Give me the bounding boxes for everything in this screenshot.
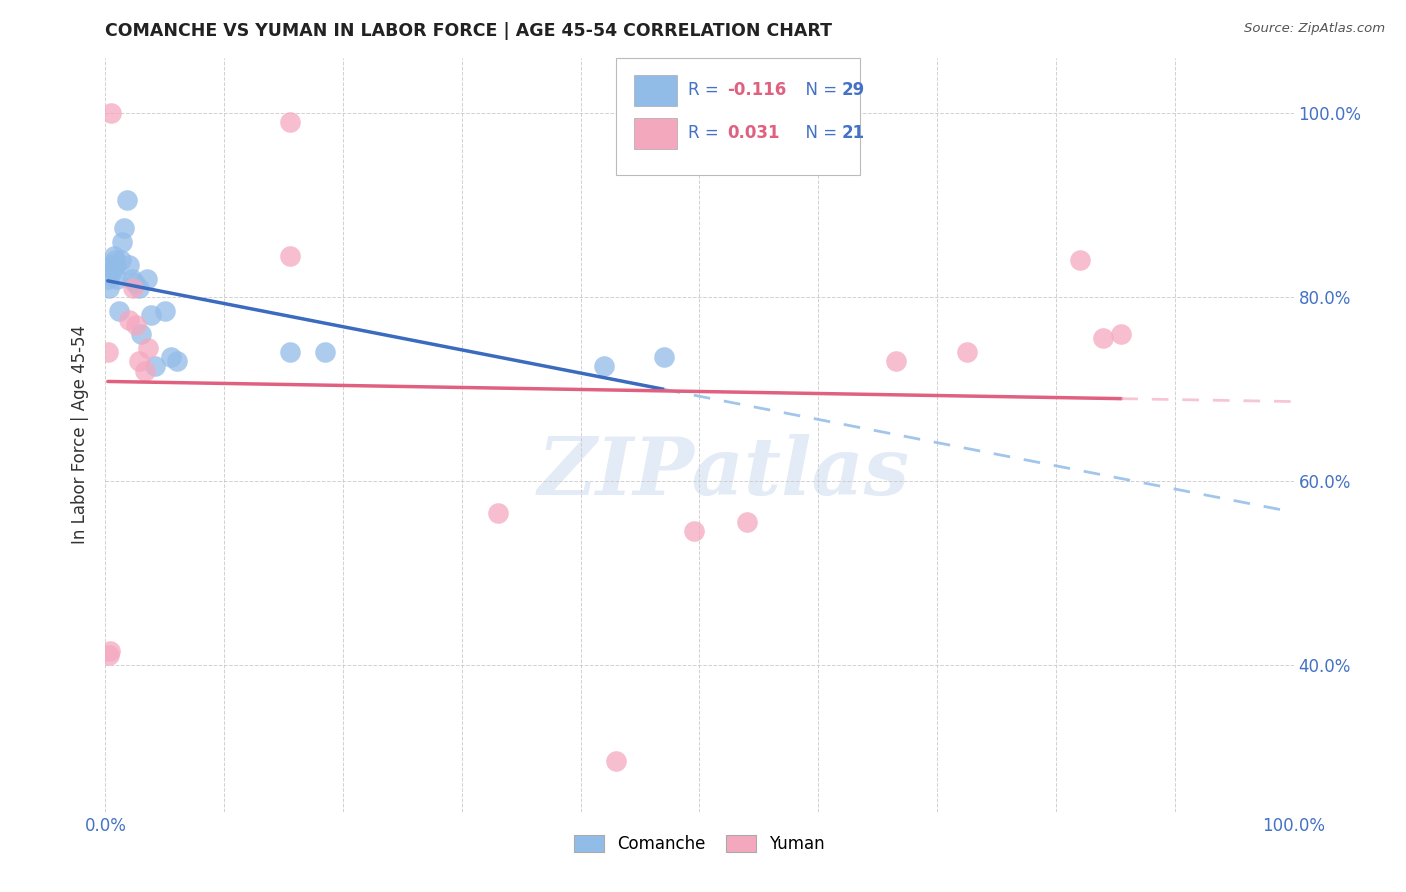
Point bbox=[97, 345, 120, 359]
Point bbox=[105, 258, 128, 272]
Point bbox=[125, 318, 148, 332]
Point bbox=[111, 235, 134, 249]
Point bbox=[128, 281, 150, 295]
Point bbox=[278, 249, 301, 263]
Point bbox=[100, 267, 122, 281]
Point bbox=[143, 359, 166, 373]
Text: Source: ZipAtlas.com: Source: ZipAtlas.com bbox=[1244, 22, 1385, 36]
Point bbox=[486, 506, 509, 520]
Point bbox=[153, 303, 176, 318]
Text: COMANCHE VS YUMAN IN LABOR FORCE | AGE 45-54 CORRELATION CHART: COMANCHE VS YUMAN IN LABOR FORCE | AGE 4… bbox=[105, 22, 832, 40]
Point bbox=[98, 648, 121, 663]
Text: 29: 29 bbox=[842, 81, 865, 99]
Point bbox=[107, 303, 129, 318]
Point bbox=[735, 515, 758, 529]
Point bbox=[98, 281, 121, 295]
Point bbox=[118, 313, 141, 327]
Legend: Comanche, Yuman: Comanche, Yuman bbox=[568, 829, 831, 860]
Point bbox=[136, 341, 159, 355]
Text: -0.116: -0.116 bbox=[727, 81, 786, 99]
Text: N =: N = bbox=[794, 124, 842, 143]
Point bbox=[103, 249, 125, 263]
Point bbox=[101, 262, 124, 277]
Text: R =: R = bbox=[688, 124, 724, 143]
Point bbox=[884, 354, 907, 368]
Point bbox=[104, 253, 127, 268]
Point bbox=[1109, 326, 1132, 341]
Point bbox=[1069, 253, 1091, 268]
Point bbox=[605, 754, 627, 768]
Point bbox=[593, 359, 616, 373]
Point bbox=[139, 309, 162, 323]
FancyBboxPatch shape bbox=[634, 118, 676, 149]
FancyBboxPatch shape bbox=[634, 75, 676, 106]
Point bbox=[652, 350, 675, 364]
Point bbox=[121, 271, 143, 285]
Point bbox=[98, 644, 121, 658]
Point bbox=[956, 345, 979, 359]
Text: R =: R = bbox=[688, 81, 724, 99]
Point bbox=[118, 258, 141, 272]
Point bbox=[166, 354, 188, 368]
Point bbox=[1092, 331, 1115, 345]
Text: ZIPatlas: ZIPatlas bbox=[537, 434, 910, 511]
Point bbox=[129, 326, 152, 341]
Text: 21: 21 bbox=[842, 124, 865, 143]
Point bbox=[682, 524, 704, 539]
Y-axis label: In Labor Force | Age 45-54: In Labor Force | Age 45-54 bbox=[72, 326, 90, 544]
Point bbox=[128, 354, 150, 368]
Point bbox=[110, 253, 132, 268]
Text: 0.031: 0.031 bbox=[727, 124, 779, 143]
Point bbox=[278, 115, 301, 129]
FancyBboxPatch shape bbox=[616, 58, 860, 175]
Point bbox=[115, 194, 138, 208]
Point bbox=[114, 221, 136, 235]
Point bbox=[136, 271, 159, 285]
Point bbox=[278, 345, 301, 359]
Text: N =: N = bbox=[794, 81, 842, 99]
Point bbox=[134, 363, 156, 377]
Point bbox=[159, 350, 181, 364]
Point bbox=[100, 106, 122, 120]
Point bbox=[124, 276, 146, 290]
Point bbox=[97, 271, 120, 285]
Point bbox=[314, 345, 336, 359]
Point bbox=[121, 281, 143, 295]
Point bbox=[105, 271, 128, 285]
Point bbox=[98, 258, 121, 272]
